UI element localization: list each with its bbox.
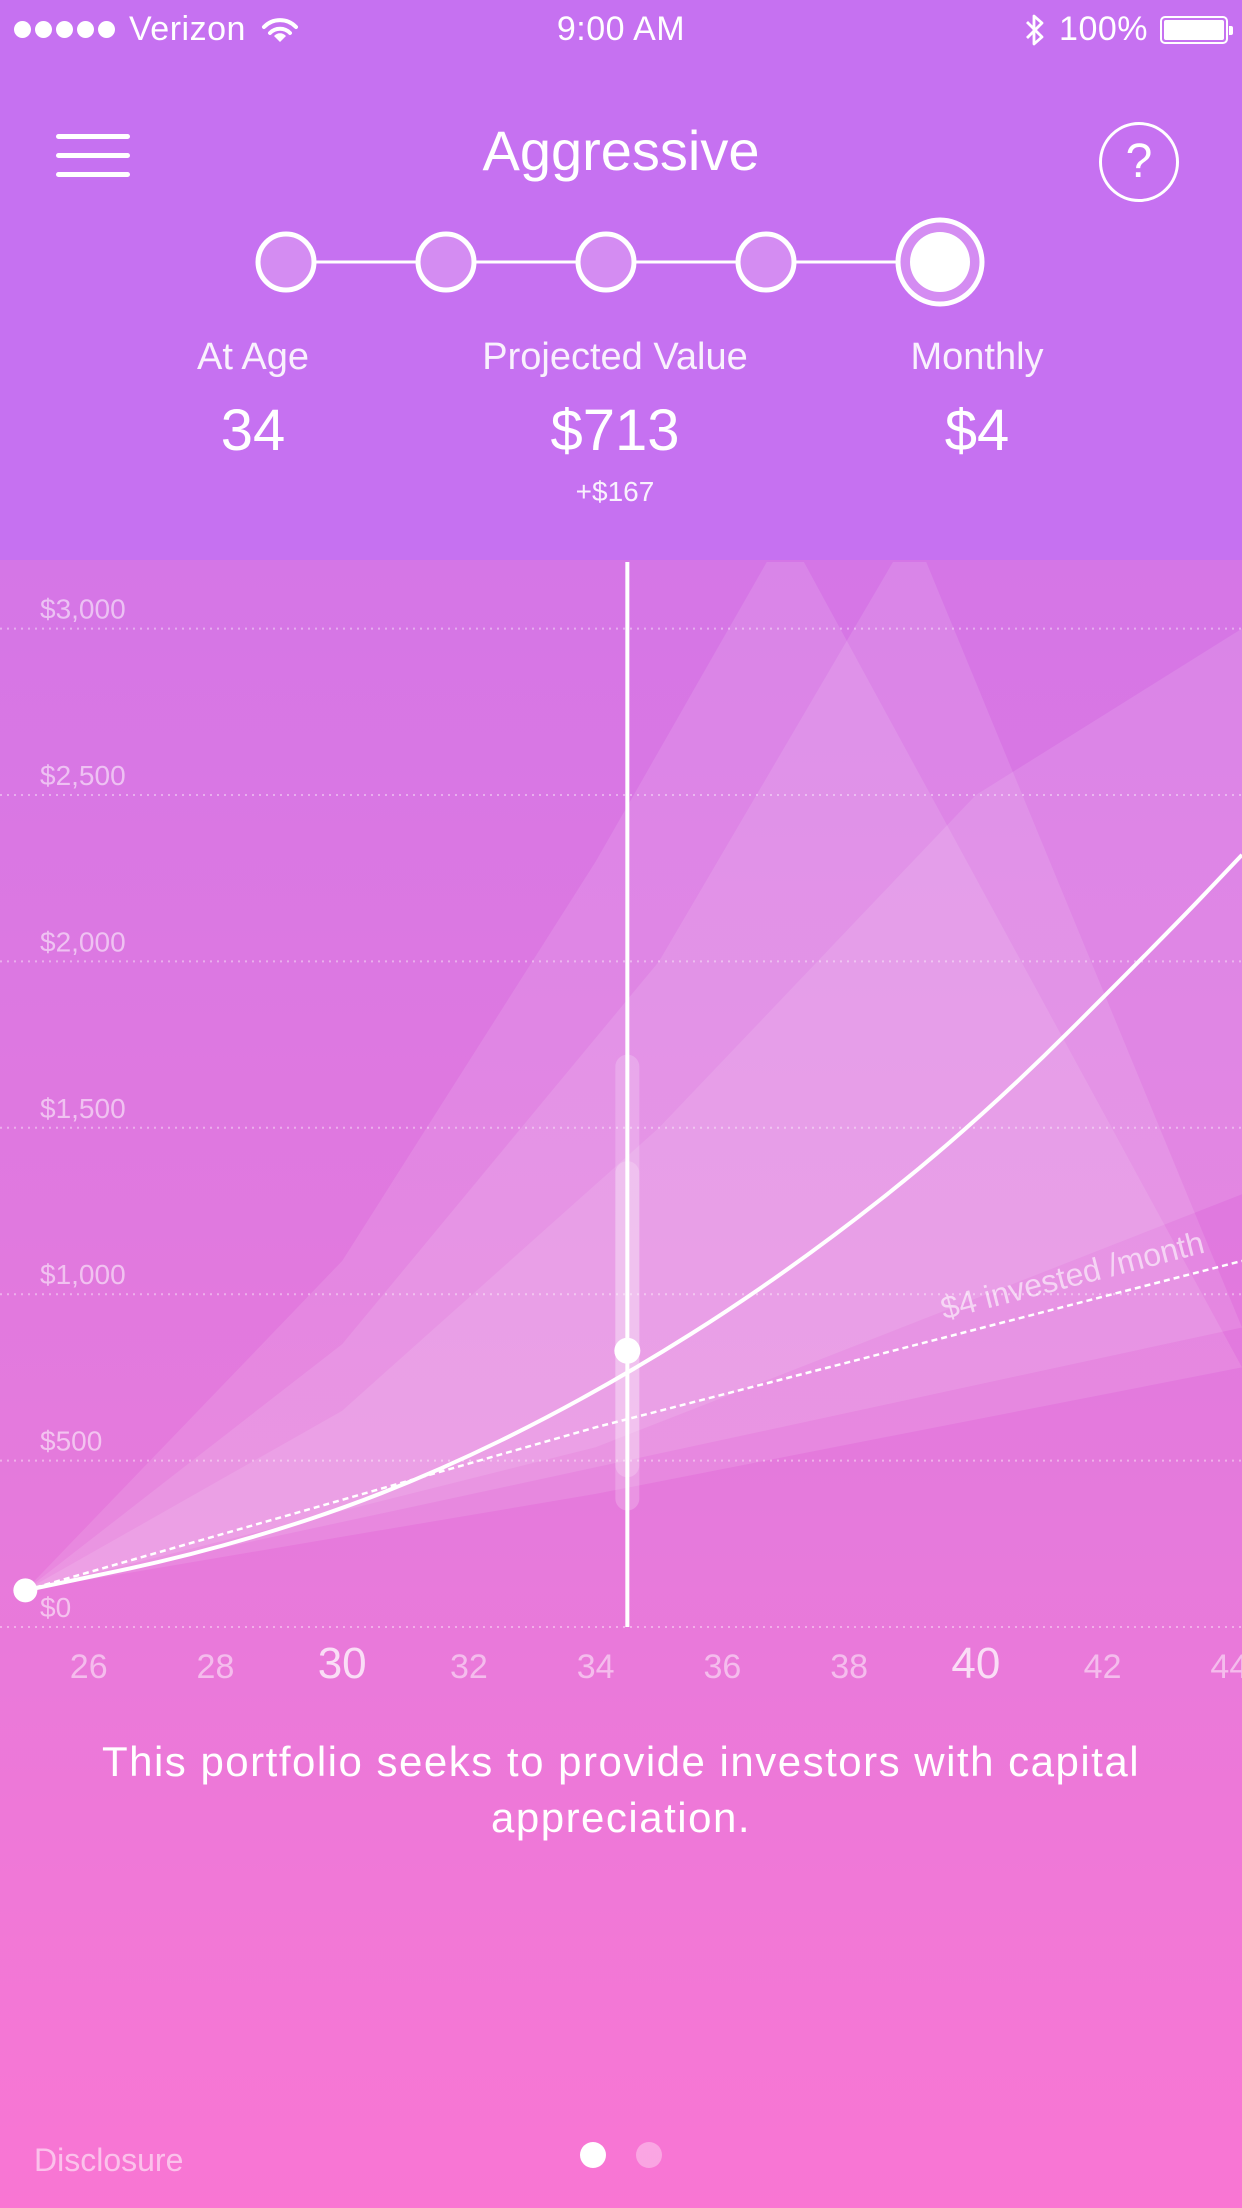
risk-level-2[interactable]	[415, 231, 477, 293]
risk-level-5-selected[interactable]	[895, 217, 985, 307]
projection-bands	[25, 562, 1242, 1591]
signal-dots-icon	[14, 21, 115, 38]
range-bar-outer	[615, 1054, 640, 1511]
x-tick-label: 26	[70, 1648, 108, 1686]
y-axis-labels: $3,000 $2,500 $2,000 $1,500 $1,000 $500 $0	[40, 594, 126, 1623]
monthly-value: $4	[944, 398, 1010, 463]
projected-stat: Projected Value $713 +$167	[435, 336, 795, 508]
risk-level-4[interactable]	[735, 231, 797, 293]
x-tick-label: 34	[577, 1648, 615, 1686]
risk-level-3[interactable]	[575, 231, 637, 293]
status-right: 100%	[1023, 10, 1233, 49]
x-tick-label: 28	[197, 1648, 235, 1686]
age-label: At Age	[197, 336, 309, 378]
bluetooth-icon	[1026, 14, 1044, 45]
projection-band-1	[25, 562, 1242, 1591]
page-dot-2[interactable]	[636, 2142, 662, 2168]
help-button[interactable]: ?	[1099, 122, 1179, 202]
battery-percent: 100%	[1059, 10, 1148, 48]
invested-line	[24, 1259, 1242, 1592]
y-tick-label: $1,500	[40, 1093, 126, 1124]
selected-point[interactable]	[614, 1337, 641, 1364]
monthly-stat: Monthly $4	[797, 336, 1157, 464]
hamburger-menu-icon	[56, 134, 130, 139]
age-value: 34	[220, 398, 286, 463]
x-tick-label: 30	[318, 1639, 367, 1688]
y-tick-label: $3,000	[40, 594, 126, 625]
battery-icon	[1160, 15, 1233, 44]
x-tick-label: 36	[703, 1648, 741, 1686]
status-bar: Verizon 9:00 AM 100%	[0, 0, 1242, 60]
projection-band-3	[25, 628, 1242, 1591]
risk-level-selector	[255, 217, 985, 307]
risk-level-1[interactable]	[255, 231, 317, 293]
start-point	[13, 1578, 38, 1603]
projected-value: $713	[550, 398, 680, 463]
hamburger-menu-icon	[56, 153, 130, 158]
x-tick-label: 42	[1084, 1648, 1122, 1686]
projected-delta: +$167	[575, 476, 655, 507]
projected-value-line	[24, 853, 1242, 1593]
hamburger-menu-icon	[56, 172, 130, 177]
projection-band-2	[25, 562, 1242, 1591]
y-tick-label: $500	[40, 1426, 102, 1457]
projected-label: Projected Value	[482, 336, 748, 378]
range-bar-inner	[615, 1161, 640, 1478]
y-tick-label: $2,500	[40, 760, 126, 791]
carrier-name: Verizon	[129, 10, 246, 48]
x-axis-labels: 26 28 30 32 34 36 38 40 42 44	[70, 1639, 1242, 1688]
y-tick-label: $2,000	[40, 926, 126, 957]
x-tick-label: 40	[951, 1639, 1000, 1688]
x-tick-label: 38	[830, 1648, 868, 1686]
x-tick-label: 44	[1210, 1648, 1242, 1686]
status-left: Verizon	[14, 10, 300, 49]
disclosure-link[interactable]: Disclosure	[34, 2142, 184, 2178]
y-tick-label: $0	[40, 1592, 71, 1623]
page-indicator[interactable]	[580, 2142, 662, 2168]
menu-button[interactable]	[56, 134, 130, 184]
age-stat: At Age 34	[73, 336, 433, 464]
projection-chart[interactable]: $3,000$2,500$2,000$1,500$1,000$500$0 26 2…	[0, 562, 1242, 1692]
portfolio-description: This portfolio seeks to provide investor…	[101, 1738, 1141, 1841]
x-tick-label: 32	[450, 1648, 488, 1686]
page-title: Aggressive	[482, 119, 760, 182]
age-scrubber[interactable]	[614, 562, 641, 1627]
wifi-icon	[261, 17, 298, 42]
status-time: 9:00 AM	[556, 10, 686, 48]
monthly-label: Monthly	[910, 336, 1044, 378]
y-tick-label: $1,000	[40, 1259, 126, 1290]
page-dot-1[interactable]	[580, 2142, 606, 2168]
